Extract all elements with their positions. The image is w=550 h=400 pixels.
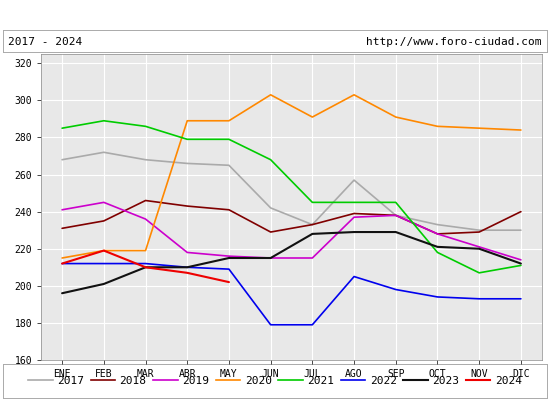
Text: http://www.foro-ciudad.com: http://www.foro-ciudad.com [366, 37, 542, 47]
Legend: 2017, 2018, 2019, 2020, 2021, 2022, 2023, 2024: 2017, 2018, 2019, 2020, 2021, 2022, 2023… [24, 372, 526, 390]
Text: 2017 - 2024: 2017 - 2024 [8, 37, 82, 47]
Text: Evolucion del paro registrado en Hostalric: Evolucion del paro registrado en Hostalr… [99, 8, 451, 22]
